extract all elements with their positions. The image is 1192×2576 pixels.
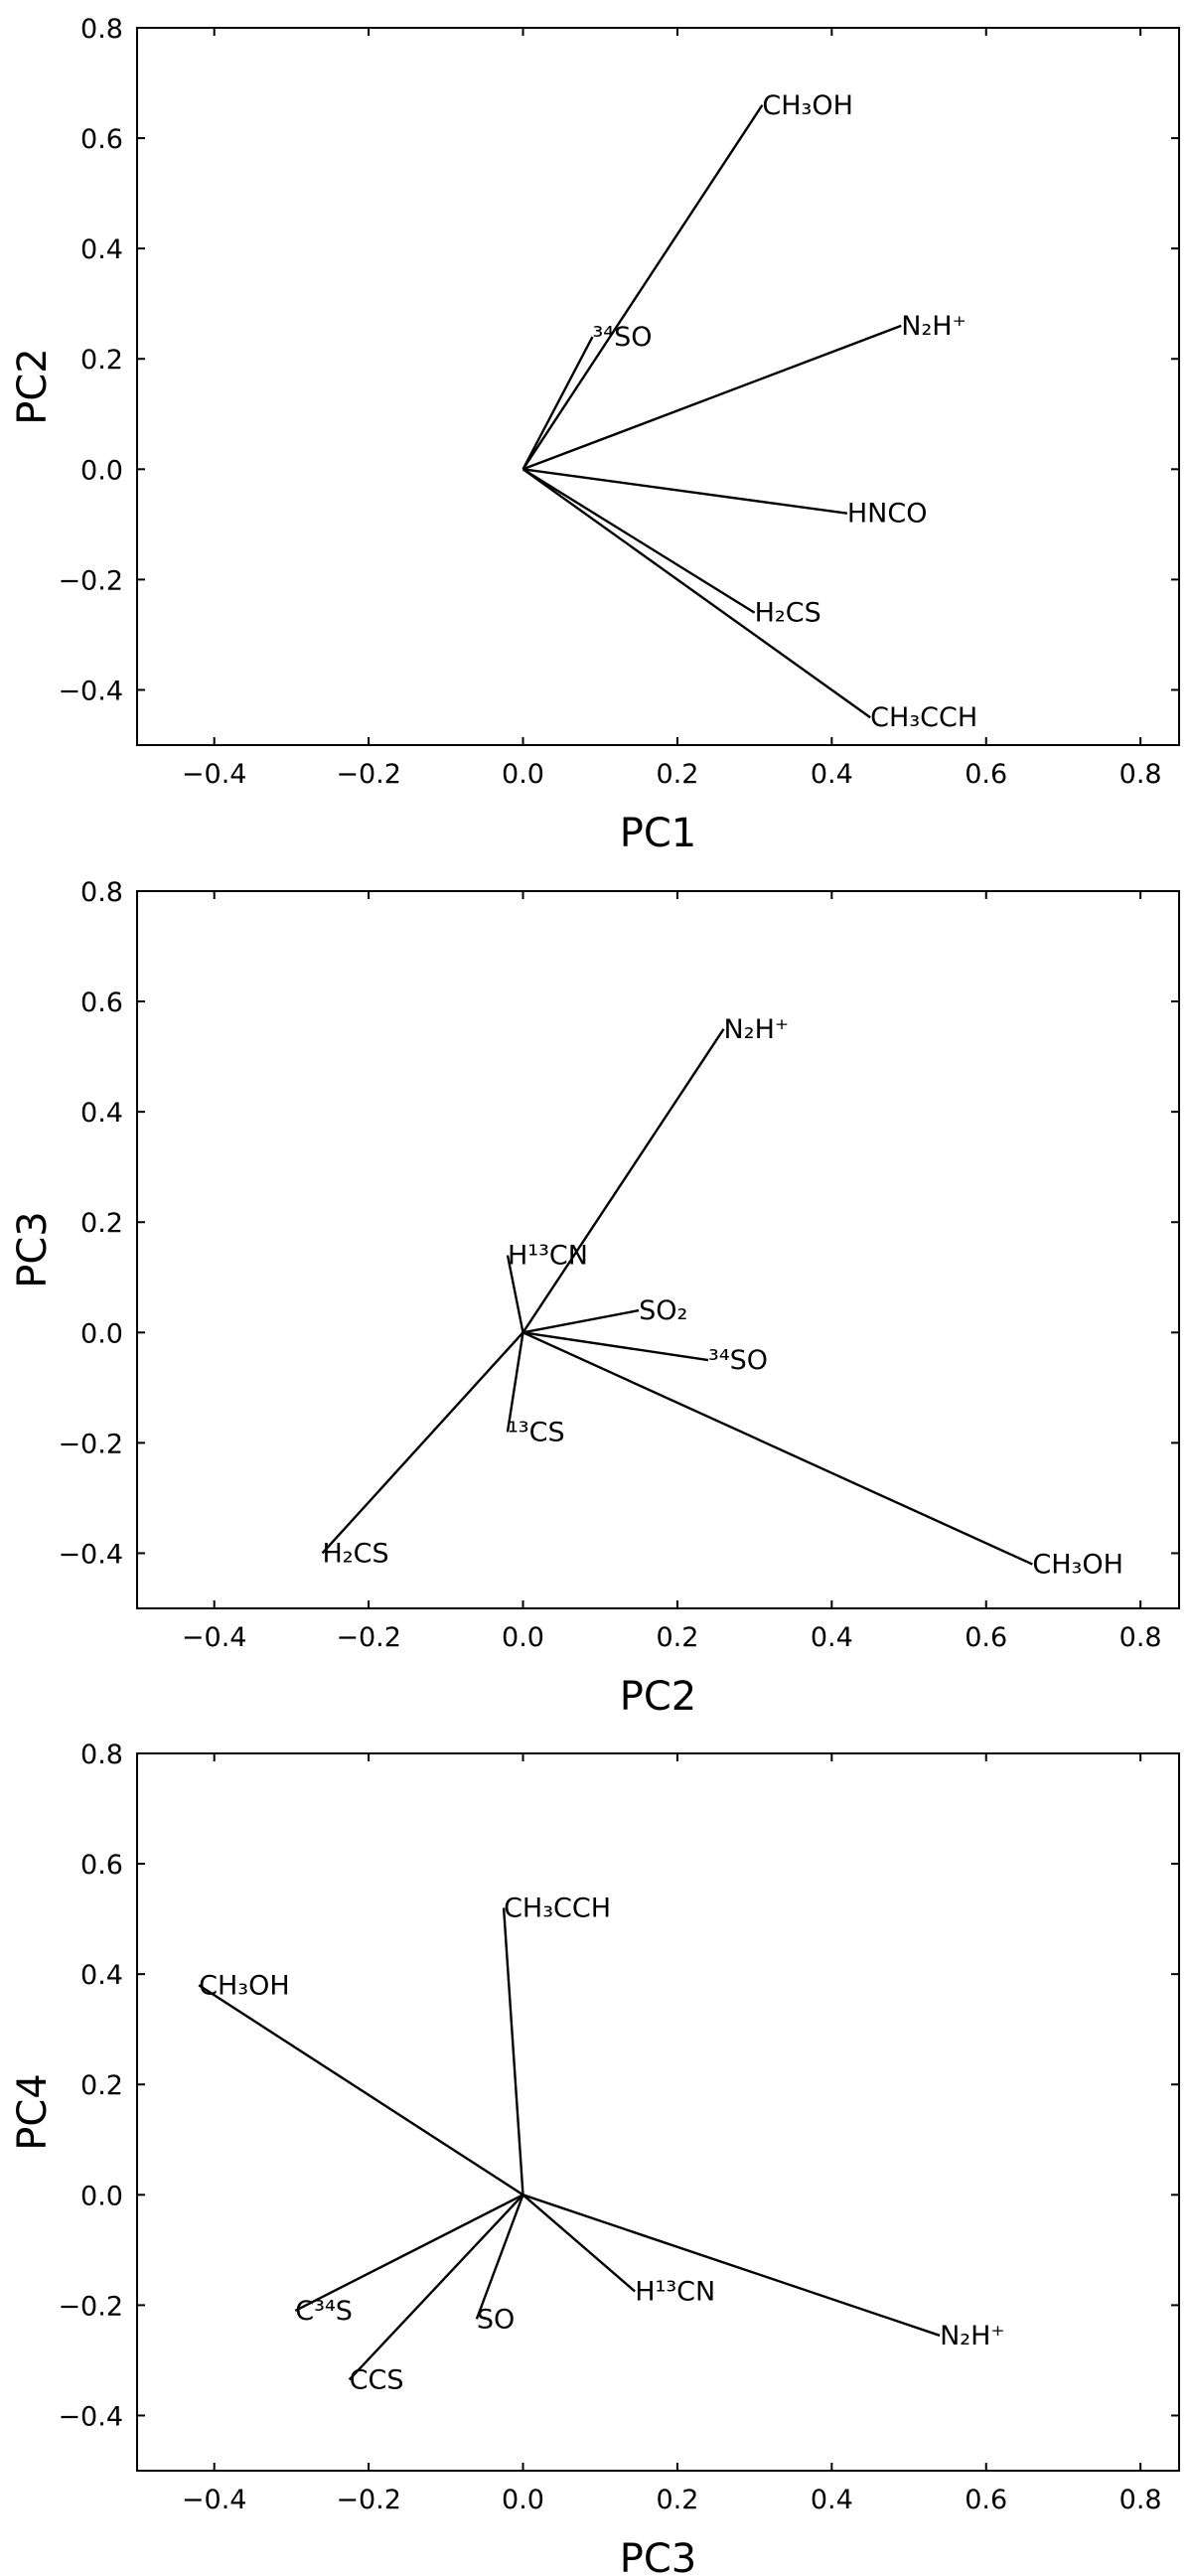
loading-vector bbox=[522, 1028, 725, 1333]
x-tick-label: 0.6 bbox=[965, 759, 1007, 790]
x-tick-label: 0.6 bbox=[965, 2485, 1007, 2515]
biplot-panel-3: −0.4 −0.2 0.0 0.2 0.4 0.6 0.8 −0.4 −0.2 0.0 0.2 0.4… bbox=[10, 1740, 1180, 2576]
x-tick-label: 0.8 bbox=[1119, 2485, 1162, 2515]
loading-vector bbox=[522, 1331, 1033, 1566]
y-tick-label: −0.4 bbox=[58, 1539, 123, 1570]
vector-label: H₂CS bbox=[322, 1538, 388, 1569]
y-tick-label: 0.2 bbox=[80, 1208, 123, 1239]
x-tick-label: 0.2 bbox=[656, 2485, 698, 2515]
loading-vector bbox=[522, 104, 764, 470]
y-tick-label: 0.4 bbox=[80, 1098, 123, 1129]
loading-vector bbox=[522, 336, 594, 470]
x-tick-label: 0.8 bbox=[1119, 759, 1162, 790]
vector-label: N₂H⁺ bbox=[724, 1014, 790, 1045]
loading-vector bbox=[522, 1308, 640, 1334]
loading-vector bbox=[294, 2194, 524, 2313]
plot-frame bbox=[136, 1752, 1180, 2472]
y-axis-label: PC2 bbox=[10, 348, 56, 425]
loading-vector bbox=[522, 2194, 941, 2338]
y-tick-label: 0.0 bbox=[80, 2181, 123, 2211]
y-tick-label: 0.8 bbox=[80, 1740, 123, 1770]
vector-label: CCS bbox=[350, 2364, 404, 2395]
vector-label: SO₂ bbox=[639, 1295, 687, 1326]
x-tick-label: −0.4 bbox=[182, 759, 247, 790]
loading-vector bbox=[321, 1331, 524, 1555]
x-tick-label: −0.4 bbox=[182, 2485, 247, 2515]
y-tick-label: −0.4 bbox=[58, 676, 123, 706]
vector-label: HNCO bbox=[847, 499, 928, 530]
y-tick-label: −0.4 bbox=[58, 2401, 123, 2432]
loading-vector bbox=[522, 468, 756, 614]
y-tick-label: −0.2 bbox=[58, 1429, 123, 1459]
plot-frame bbox=[136, 890, 1180, 1609]
y-tick-label: 0.4 bbox=[80, 234, 123, 265]
y-tick-label: 0.0 bbox=[80, 1318, 123, 1349]
x-axis-label: PC2 bbox=[620, 1674, 697, 1720]
vector-label: N₂H⁺ bbox=[901, 311, 967, 342]
y-tick-label: 0.4 bbox=[80, 1960, 123, 1991]
x-axis-label: PC3 bbox=[620, 2536, 697, 2576]
loading-vector bbox=[506, 1255, 524, 1333]
x-tick-label: 0.6 bbox=[965, 1622, 1007, 1653]
y-tick-label: 0.6 bbox=[80, 987, 123, 1018]
y-tick-label: 0.8 bbox=[80, 877, 123, 908]
y-tick-label: −0.2 bbox=[58, 565, 123, 596]
vector-label: ¹³CS bbox=[508, 1417, 565, 1447]
y-tick-label: 0.6 bbox=[80, 1850, 123, 1881]
vector-label: H¹³CN bbox=[508, 1241, 588, 1272]
x-tick-label: 0.0 bbox=[502, 759, 544, 790]
loading-vector bbox=[506, 1332, 524, 1433]
x-tick-label: 0.4 bbox=[811, 1622, 853, 1653]
y-axis-label: PC3 bbox=[10, 1211, 56, 1288]
x-tick-label: 0.0 bbox=[502, 1622, 544, 1653]
y-tick-label: 0.0 bbox=[80, 455, 123, 486]
loading-vector bbox=[522, 468, 848, 515]
vector-label: SO bbox=[477, 2304, 515, 2335]
vector-label: C³⁴S bbox=[295, 2296, 353, 2327]
loading-vector bbox=[522, 2194, 636, 2293]
vector-label: N₂H⁺ bbox=[940, 2321, 1005, 2351]
biplot-panel-2: −0.4 −0.2 0.0 0.2 0.4 0.6 0.8 −0.4 −0.2 0.0 0.2 0.4… bbox=[10, 877, 1180, 1720]
x-tick-label: 0.4 bbox=[811, 2485, 853, 2515]
x-tick-label: 0.2 bbox=[656, 759, 698, 790]
loading-vector bbox=[522, 1331, 709, 1362]
x-tick-label: −0.2 bbox=[336, 2485, 401, 2515]
vector-label: CH₃OH bbox=[199, 1970, 290, 2001]
loading-vector bbox=[522, 468, 871, 719]
y-tick-label: 0.2 bbox=[80, 2070, 123, 2101]
loading-vector bbox=[502, 1907, 524, 2196]
vector-label: CH₃OH bbox=[1032, 1550, 1123, 1581]
vector-label: H₂CS bbox=[755, 598, 821, 629]
x-tick-label: −0.2 bbox=[336, 1622, 401, 1653]
x-tick-label: 0.0 bbox=[502, 2485, 544, 2515]
vector-label: ³⁴SO bbox=[592, 322, 652, 353]
biplot-panel-1: −0.4 −0.2 0.0 0.2 0.4 0.6 0.8 −0.4 −0.2 0.0 0.2 0.4… bbox=[10, 14, 1180, 856]
y-tick-label: −0.2 bbox=[58, 2291, 123, 2322]
loading-vector bbox=[475, 2194, 524, 2320]
x-tick-label: 0.8 bbox=[1119, 1622, 1162, 1653]
loading-vector bbox=[348, 2194, 524, 2381]
plot-frame bbox=[136, 27, 1180, 746]
x-axis-label: PC1 bbox=[620, 811, 697, 856]
x-tick-label: −0.4 bbox=[182, 1622, 247, 1653]
y-tick-label: 0.2 bbox=[80, 345, 123, 376]
loading-vector bbox=[198, 1984, 524, 2197]
vector-label: CH₃CCH bbox=[870, 702, 977, 733]
y-axis-label: PC4 bbox=[10, 2073, 56, 2151]
x-tick-label: 0.4 bbox=[811, 759, 853, 790]
y-tick-label: 0.6 bbox=[80, 124, 123, 155]
y-tick-label: 0.8 bbox=[80, 14, 123, 45]
vector-label: H¹³CN bbox=[635, 2277, 715, 2308]
vector-label: ³⁴SO bbox=[708, 1345, 768, 1376]
x-tick-label: 0.2 bbox=[656, 1622, 698, 1653]
vector-label: CH₃CCH bbox=[504, 1894, 611, 1924]
loading-vector bbox=[522, 324, 902, 471]
vector-label: CH₃OH bbox=[762, 90, 853, 121]
x-tick-label: −0.2 bbox=[336, 759, 401, 790]
